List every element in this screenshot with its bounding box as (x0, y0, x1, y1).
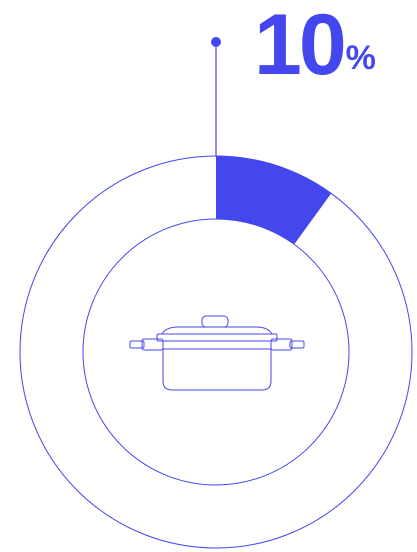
cooking-pot-icon (129, 315, 305, 391)
donut-slice-highlight (216, 156, 332, 245)
donut-inner-ring (82, 218, 350, 486)
percentage-value: 10 (254, 0, 347, 93)
percentage-label: 10% (254, 0, 376, 90)
percentage-unit: % (345, 39, 376, 77)
callout-dot (211, 37, 221, 47)
